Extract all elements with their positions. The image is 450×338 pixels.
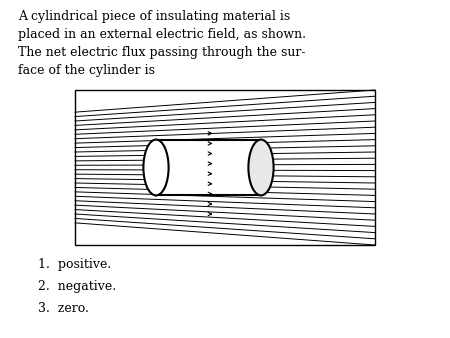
Ellipse shape xyxy=(144,140,169,195)
Text: 1.  positive.: 1. positive. xyxy=(38,258,111,271)
Ellipse shape xyxy=(248,140,274,195)
Text: 3.  zero.: 3. zero. xyxy=(38,302,89,315)
Text: 2.  negative.: 2. negative. xyxy=(38,280,116,293)
Polygon shape xyxy=(156,140,261,195)
Text: A cylindrical piece of insulating material is
placed in an external electric fie: A cylindrical piece of insulating materi… xyxy=(18,10,306,77)
